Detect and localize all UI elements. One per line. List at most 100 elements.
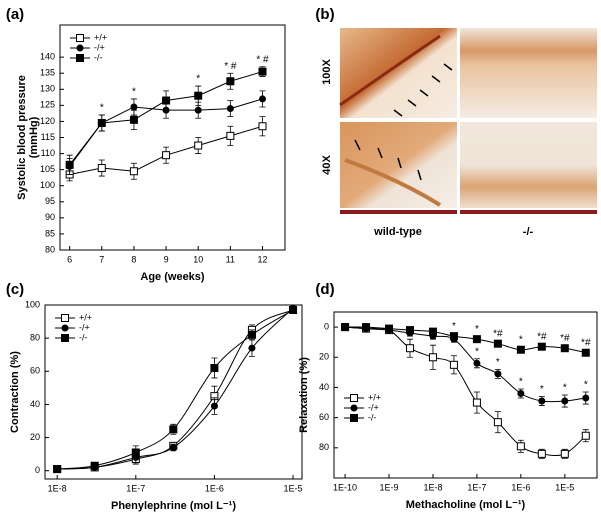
marker [516, 345, 525, 354]
marker [560, 449, 569, 458]
image-ko-100x [460, 28, 597, 118]
marker [258, 122, 267, 131]
x-axis-label: Phenylephrine (mol L⁻¹) [111, 500, 236, 512]
y-tick-label: 135 [40, 68, 55, 78]
marker [65, 160, 74, 169]
y-tick-label: 40 [319, 382, 329, 392]
y-axis-label: (mmHg) [28, 116, 40, 158]
legend-label: -/+ [368, 402, 379, 412]
x-tick-label: 11 [226, 254, 235, 264]
annotation: *# [537, 331, 547, 342]
panel-label: (b) [315, 6, 334, 23]
marker [226, 131, 235, 140]
y-axis-label: Systolic blood pressure [16, 75, 28, 200]
y-tick-label: 80 [45, 244, 55, 254]
x-tick-label: 1E-9 [380, 482, 399, 492]
annotation: *# [581, 337, 591, 348]
row-label: 100X [321, 58, 333, 84]
marker [517, 389, 525, 397]
x-tick-label: 1E-8 [48, 483, 67, 493]
legend-label: -/+ [79, 322, 90, 332]
y-tick-label: 105 [40, 164, 55, 174]
x-tick-label: 1E-6 [511, 482, 530, 492]
marker [130, 103, 138, 111]
x-tick-label: 10 [193, 254, 203, 264]
group-bar [460, 210, 597, 214]
annotation: * [452, 321, 456, 332]
y-tick-label: 90 [45, 212, 55, 222]
panel-label: (c) [6, 281, 24, 298]
y-tick-label: 20 [319, 352, 329, 362]
x-tick-label: 9 [164, 254, 169, 264]
y-tick-label: 80 [30, 333, 40, 343]
legend-label: -/- [94, 52, 103, 62]
arrows [354, 63, 453, 181]
marker [428, 353, 437, 362]
y-tick-label: 0 [35, 465, 40, 475]
annotation: * [196, 74, 200, 85]
marker [129, 115, 138, 124]
annotation: * [475, 346, 479, 357]
marker [90, 461, 99, 470]
image-ko-40x [460, 122, 597, 208]
row-label: 40X [321, 155, 333, 175]
marker [129, 167, 138, 176]
marker [449, 332, 458, 341]
marker [493, 418, 502, 427]
series-line [345, 326, 586, 354]
marker [405, 344, 414, 353]
marker [169, 444, 177, 452]
legend-marker [76, 54, 84, 62]
marker [289, 305, 298, 314]
marker [362, 323, 371, 332]
marker [494, 370, 502, 378]
legend-label: +/+ [79, 312, 92, 322]
legend-marker [76, 34, 84, 42]
y-tick-label: 115 [41, 132, 55, 142]
marker [226, 105, 234, 113]
x-tick-label: 1E-8 [423, 482, 442, 492]
image-wt-100x [340, 28, 457, 118]
x-tick-label: 12 [257, 254, 267, 264]
marker [493, 339, 502, 348]
x-tick-label: 6 [67, 254, 72, 264]
marker [259, 95, 266, 103]
panel-label: (a) [6, 6, 24, 23]
marker [248, 344, 256, 352]
annotation: *# [493, 328, 503, 339]
legend-marker [61, 314, 69, 322]
annotation: * # [224, 61, 237, 72]
annotation: * [519, 377, 523, 388]
y-axis-label: Contraction (%) [9, 351, 21, 433]
marker [341, 323, 350, 332]
marker [131, 448, 140, 457]
legend-label: +/+ [94, 32, 107, 42]
x-tick-label: 7 [99, 254, 104, 264]
legend-label: -/+ [94, 42, 105, 52]
legend-marker [61, 334, 69, 342]
marker [537, 449, 546, 458]
column-label: wild-type [373, 226, 422, 238]
y-tick-label: 120 [40, 116, 55, 126]
plot-frame [44, 304, 303, 480]
marker [210, 363, 219, 372]
y-tick-label: 85 [45, 228, 55, 238]
marker [581, 431, 590, 440]
y-tick-label: 0 [324, 321, 329, 331]
chart: (c) 1E-8 1E-7 1E-6 1E-5 0 20 40 60 80 100 Phenyleph… [6, 281, 303, 512]
marker [472, 398, 481, 407]
annotation: * [132, 87, 136, 98]
annotation: * # [256, 54, 269, 65]
x-tick-label: 8 [131, 254, 136, 264]
marker [537, 342, 546, 351]
chart: (d) 1E-10 1E-9 1E-8 1E-7 1E-6 1E-5 0 20 40 60 80 Met… [298, 281, 598, 511]
marker [162, 96, 171, 105]
marker [194, 91, 203, 100]
y-tick-label: 40 [30, 399, 40, 409]
x-tick-label: 1E-7 [126, 483, 145, 493]
legend-label: -/- [79, 332, 88, 342]
panel-label: (d) [315, 281, 334, 298]
legend-marker [76, 44, 84, 52]
y-tick-label: 110 [41, 148, 55, 158]
